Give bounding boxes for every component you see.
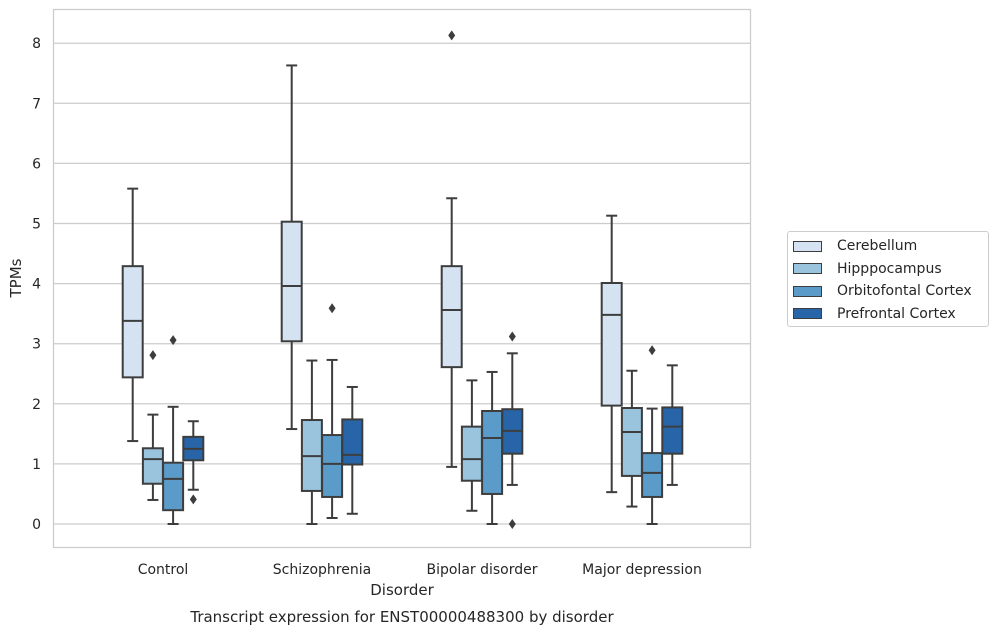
x-tick-label: Control <box>138 562 189 578</box>
y-tick-label: 5 <box>32 217 41 233</box>
chart-caption: Transcript expression for ENST0000048830… <box>189 608 614 626</box>
box-cerebellum <box>280 64 303 431</box>
y-tick-label: 0 <box>32 517 41 533</box>
legend-label: Prefrontal Cortex <box>837 305 956 322</box>
outlier-point <box>328 303 336 314</box>
legend-item: Hipppocampus <box>792 258 988 281</box>
legend-item: Prefrontal Cortex <box>792 303 988 326</box>
legend-swatch <box>793 240 822 252</box>
y-tick-label: 7 <box>32 96 41 112</box>
outlier-point <box>149 350 157 361</box>
box-prefrontal-cortex <box>661 364 684 486</box>
y-axis-label: TPMs <box>7 258 25 298</box>
box-iqr <box>440 265 463 369</box>
box-hipppocampus <box>620 369 643 508</box>
y-tick-label: 3 <box>32 337 41 353</box>
x-tick-labels: Control Schizophrenia Bipolar disorder Majo… <box>138 562 702 578</box>
box-iqr <box>460 425 483 482</box>
box-iqr <box>641 452 664 498</box>
box-iqr <box>481 410 504 495</box>
outlier-point <box>508 331 516 342</box>
legend-swatch <box>793 308 822 320</box>
legend-label: Cerebellum <box>837 238 918 255</box>
legend-item: Cerebellum <box>792 235 988 258</box>
box-iqr <box>661 406 684 455</box>
box-prefrontal-cortex <box>341 385 364 515</box>
legend-item: Orbitofontal Cortex <box>792 280 988 303</box>
box-hipppocampus <box>141 350 164 501</box>
outlier-point <box>169 335 177 346</box>
outlier-point <box>448 30 456 41</box>
box-iqr <box>600 281 623 407</box>
box-iqr <box>280 220 303 343</box>
y-tick-label: 4 <box>32 277 41 293</box>
boxes <box>121 30 684 529</box>
y-tick-label: 6 <box>32 156 41 172</box>
outlier-point <box>508 519 516 529</box>
box-orbitofontal-cortex <box>321 303 344 519</box>
box-orbitofontal-cortex <box>641 345 664 525</box>
box-hipppocampus <box>460 379 483 512</box>
box-cerebellum <box>121 187 144 443</box>
box-orbitofontal-cortex <box>162 335 185 525</box>
box-orbitofontal-cortex <box>481 370 504 525</box>
box-iqr <box>162 461 185 512</box>
box-cerebellum <box>600 214 623 494</box>
outlier-point <box>648 345 656 356</box>
legend-label: Orbitofontal Cortex <box>837 283 972 300</box>
box-iqr <box>141 447 164 485</box>
y-tick-labels: 0 1 2 3 4 5 6 7 8 <box>32 36 41 533</box>
box-prefrontal-cortex <box>182 420 205 505</box>
outlier-point <box>189 494 197 505</box>
box-hipppocampus <box>300 359 323 525</box>
box-cerebellum <box>440 30 463 468</box>
x-tick-label: Major depression <box>582 562 702 578</box>
x-tick-label: Schizophrenia <box>273 562 371 578</box>
x-tick-label: Bipolar disorder <box>426 562 537 578</box>
y-tick-label: 1 <box>32 457 41 473</box>
legend: Cerebellum Hipppocampus Orbitofontal Corte… <box>787 231 989 327</box>
legend-swatch <box>793 285 822 297</box>
legend-label: Hipppocampus <box>837 260 942 277</box>
box-iqr <box>341 418 364 466</box>
legend-swatch <box>793 263 822 275</box>
plot-area-frame <box>52 8 752 549</box>
box-iqr <box>620 407 643 477</box>
box-prefrontal-cortex <box>501 331 524 529</box>
box-iqr <box>321 434 344 498</box>
y-tick-label: 2 <box>32 397 41 413</box>
y-tick-label: 8 <box>32 36 41 52</box>
x-axis-label: Disorder <box>370 581 434 599</box>
